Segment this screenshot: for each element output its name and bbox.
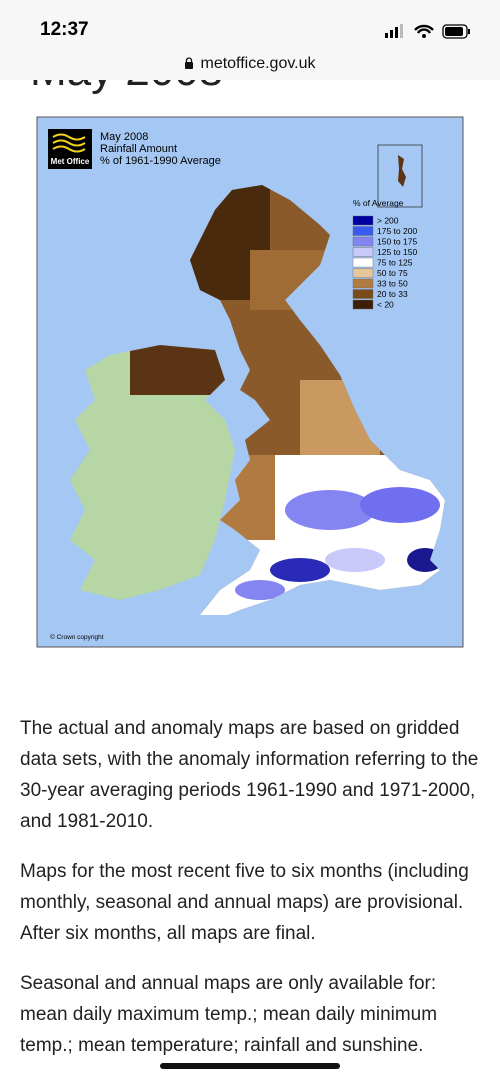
shetland-inset xyxy=(377,144,423,208)
legend-swatch xyxy=(352,278,374,289)
legend-label: 20 to 33 xyxy=(377,289,408,299)
logo-text: Met Office xyxy=(51,157,90,166)
legend-label: 175 to 200 xyxy=(377,226,417,236)
legend-swatch xyxy=(352,268,374,278)
legend-label: 75 to 125 xyxy=(377,258,413,268)
status-icons xyxy=(385,24,470,39)
lock-icon xyxy=(185,57,194,69)
shetland xyxy=(398,155,406,187)
map-title-line: May 2008 xyxy=(100,131,148,143)
url-text: metoffice.gov.uk xyxy=(200,55,316,72)
paragraph: Seasonal and annual maps are only availa… xyxy=(20,973,438,1056)
home-indicator xyxy=(160,1063,340,1069)
legend-swatch xyxy=(352,299,374,310)
status-time: 12:37 xyxy=(40,19,89,40)
paragraph: Maps for the most recent five to six mon… xyxy=(20,861,469,944)
legend-label: < 20 xyxy=(377,300,394,310)
legend-title: % of Average xyxy=(353,198,404,208)
map-title-line: % of 1961-1990 Average xyxy=(100,155,221,167)
legend-swatch xyxy=(352,226,374,236)
legend-swatch xyxy=(352,215,374,226)
legend-label: 125 to 150 xyxy=(377,247,417,257)
browser-bar: 12:37 metoffice.gov.uk xyxy=(0,0,500,80)
legend-label: 50 to 75 xyxy=(377,268,408,278)
legend-swatch xyxy=(352,247,374,257)
legend-swatch xyxy=(352,289,374,299)
address-bar[interactable]: metoffice.gov.uk xyxy=(0,55,500,73)
legend-swatch xyxy=(352,257,374,268)
legend-label: 33 to 50 xyxy=(377,279,408,289)
legend-label: > 200 xyxy=(377,216,399,226)
map-title-line: Rainfall Amount xyxy=(100,143,177,155)
paragraph: The actual and anomaly maps are based on… xyxy=(20,718,479,832)
legend-label: 150 to 175 xyxy=(377,237,417,247)
copyright: © Crown copyright xyxy=(50,633,104,641)
legend-swatch xyxy=(352,236,374,247)
